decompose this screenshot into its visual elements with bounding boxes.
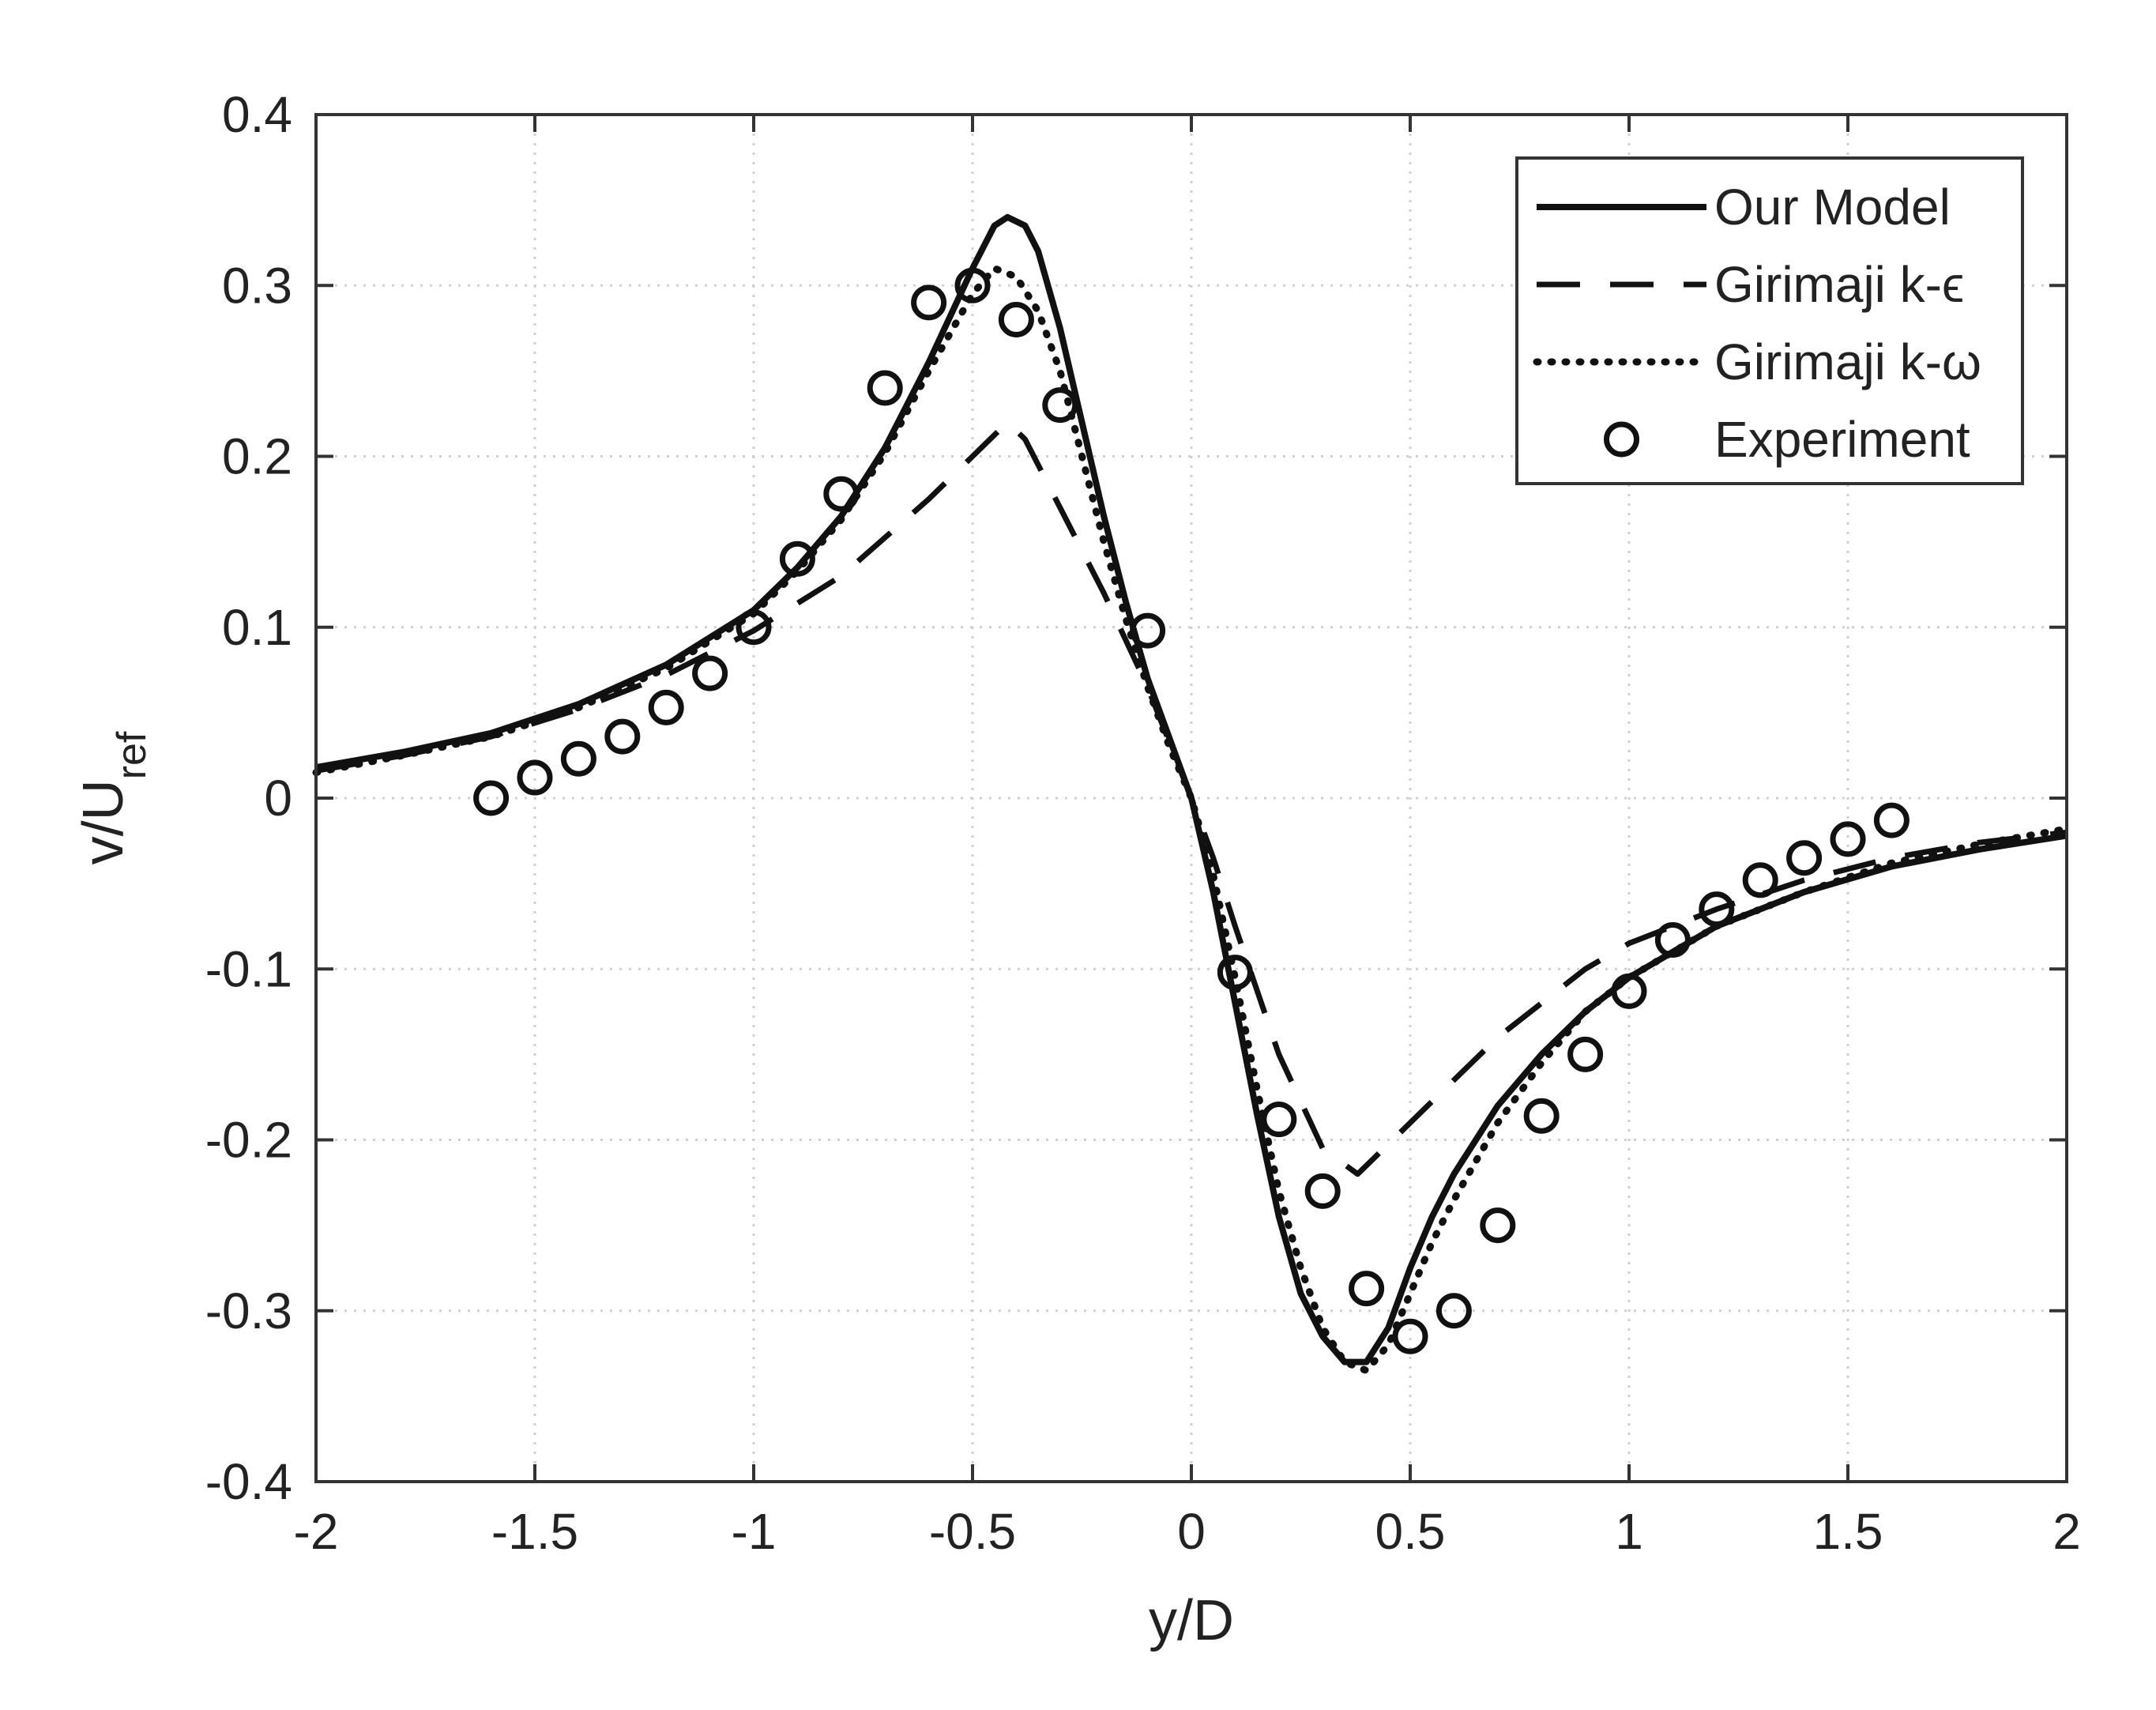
experiment-point-16 bbox=[1261, 1102, 1297, 1138]
experiment-point-1 bbox=[517, 759, 553, 796]
y-tick-label-7: 0.3 bbox=[222, 257, 292, 314]
experiment-point-19 bbox=[1392, 1318, 1428, 1354]
legend-label-2: Girimaji k-ω bbox=[1714, 333, 1981, 390]
experiment-point-0 bbox=[473, 780, 510, 816]
experiment-point-11 bbox=[954, 267, 991, 303]
x-axis-title: y/D bbox=[1149, 1589, 1234, 1652]
axes bbox=[314, 113, 2068, 1483]
y-tick-label-4: 0 bbox=[264, 770, 292, 827]
experiment-point-8 bbox=[823, 476, 860, 512]
x-tick-label-5: 0.5 bbox=[1375, 1503, 1446, 1560]
x-tick-label-0: -2 bbox=[294, 1503, 339, 1560]
experiment-point-14 bbox=[1130, 612, 1166, 649]
y-axis-title: v/Uref bbox=[72, 731, 155, 864]
experiment-point-12 bbox=[998, 302, 1034, 337]
experiment-point-25 bbox=[1654, 921, 1691, 958]
legend-label-1: Girimaji k-ϵ bbox=[1714, 256, 1964, 313]
legend-label-0: Our Model bbox=[1714, 179, 1951, 235]
experiment-point-29 bbox=[1830, 821, 1866, 857]
y-axis-title-base: v/U bbox=[72, 779, 135, 864]
experiment-point-26 bbox=[1699, 891, 1735, 928]
experiment-point-20 bbox=[1435, 1293, 1472, 1329]
y-tick-label-0: -0.4 bbox=[205, 1453, 292, 1510]
experiment-point-9 bbox=[867, 370, 903, 406]
legend: Our Model Girimaji k-ϵ Girimaji k-ω Experim… bbox=[1515, 156, 2024, 485]
experiment-point-5 bbox=[692, 655, 728, 691]
experiment-point-24 bbox=[1611, 973, 1647, 1009]
x-tick-label-2: -1 bbox=[732, 1503, 777, 1560]
x-tick-label-4: 0 bbox=[1177, 1503, 1206, 1560]
experiment-point-6 bbox=[736, 609, 772, 646]
experiment-point-30 bbox=[1873, 802, 1910, 838]
experiment-point-17 bbox=[1304, 1173, 1341, 1209]
experiment-point-23 bbox=[1567, 1036, 1604, 1072]
experiment-point-18 bbox=[1349, 1271, 1385, 1307]
experiment-point-27 bbox=[1742, 862, 1778, 898]
x-tick-label-3: -0.5 bbox=[929, 1503, 1016, 1560]
legend-box bbox=[1515, 156, 2024, 485]
experiment-point-22 bbox=[1523, 1098, 1560, 1134]
experiment-point-7 bbox=[779, 540, 815, 577]
y-axis-title-subscript: ref bbox=[109, 731, 155, 779]
experiment-point-10 bbox=[911, 284, 947, 321]
series-2 bbox=[312, 265, 2071, 1374]
y-tick-label-6: 0.2 bbox=[222, 428, 292, 485]
y-tick-label-5: 0.1 bbox=[222, 599, 292, 656]
y-tick-label-8: 0.4 bbox=[222, 86, 292, 143]
x-tick-label-6: 1 bbox=[1615, 1503, 1643, 1560]
x-tick-label-8: 2 bbox=[2053, 1503, 2081, 1560]
tick-labels: -2 -1.5 -1 -0.5 0 0.5 1 1.5 2 -0.4 -0.3 -0.2 -0.1 0 0.… bbox=[205, 86, 2081, 1560]
y-tick-label-2: -0.2 bbox=[205, 1112, 292, 1169]
y-tick-label-1: -0.3 bbox=[205, 1282, 292, 1339]
experiment-point-13 bbox=[1042, 387, 1078, 424]
experiment-point-28 bbox=[1786, 840, 1823, 876]
x-tick-label-7: 1.5 bbox=[1813, 1503, 1883, 1560]
experiment-point-3 bbox=[604, 718, 641, 755]
experiment-point-2 bbox=[560, 740, 596, 777]
x-tick-label-1: -1.5 bbox=[491, 1503, 578, 1560]
legend-label-3: Experiment bbox=[1714, 411, 1970, 468]
experiment-point-15 bbox=[1217, 955, 1253, 991]
experiment-point-4 bbox=[648, 689, 684, 725]
y-tick-label-3: -0.1 bbox=[205, 940, 292, 997]
experiment-point-21 bbox=[1480, 1207, 1516, 1244]
series-3 bbox=[473, 267, 1910, 1354]
series-line-2 bbox=[312, 265, 2071, 1374]
series-layer bbox=[312, 213, 2071, 1374]
legend-marker-3 bbox=[1604, 421, 1639, 458]
